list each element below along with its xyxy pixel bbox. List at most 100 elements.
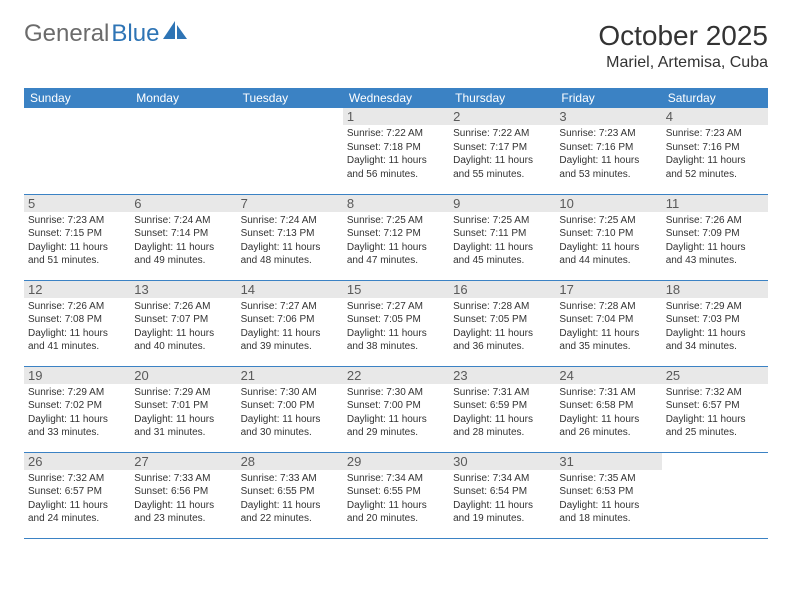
day-header-row: SundayMondayTuesdayWednesdayThursdayFrid… bbox=[24, 88, 768, 108]
calendar-body: 1 Sunrise: 7:22 AMSunset: 7:18 PMDaylight… bbox=[24, 108, 768, 538]
day-header: Saturday bbox=[662, 88, 768, 108]
calendar-cell: 15 Sunrise: 7:27 AMSunset: 7:05 PMDayligh… bbox=[343, 280, 449, 366]
day-number: 3 bbox=[555, 108, 661, 125]
day-number: 31 bbox=[555, 453, 661, 470]
day-number: 11 bbox=[662, 195, 768, 212]
day-number: 8 bbox=[343, 195, 449, 212]
calendar-cell: 5 Sunrise: 7:23 AMSunset: 7:15 PMDaylight… bbox=[24, 194, 130, 280]
day-number bbox=[130, 108, 236, 125]
calendar-head: SundayMondayTuesdayWednesdayThursdayFrid… bbox=[24, 88, 768, 108]
day-number: 29 bbox=[343, 453, 449, 470]
day-number: 16 bbox=[449, 281, 555, 298]
calendar-cell: 21 Sunrise: 7:30 AMSunset: 7:00 PMDayligh… bbox=[237, 366, 343, 452]
calendar-row: 19 Sunrise: 7:29 AMSunset: 7:02 PMDayligh… bbox=[24, 366, 768, 452]
day-details: Sunrise: 7:35 AMSunset: 6:53 PMDaylight:… bbox=[559, 472, 657, 526]
day-number: 15 bbox=[343, 281, 449, 298]
day-details: Sunrise: 7:28 AMSunset: 7:05 PMDaylight:… bbox=[453, 300, 551, 354]
day-header: Monday bbox=[130, 88, 236, 108]
day-number: 19 bbox=[24, 367, 130, 384]
calendar-cell: 9Sunrise: 7:25 AMSunset: 7:11 PMDaylight… bbox=[449, 194, 555, 280]
day-number: 12 bbox=[24, 281, 130, 298]
day-details: Sunrise: 7:30 AMSunset: 7:00 PMDaylight:… bbox=[241, 386, 339, 440]
day-header: Wednesday bbox=[343, 88, 449, 108]
day-details: Sunrise: 7:31 AMSunset: 6:58 PMDaylight:… bbox=[559, 386, 657, 440]
calendar-cell: 12 Sunrise: 7:26 AMSunset: 7:08 PMDayligh… bbox=[24, 280, 130, 366]
day-number: 6 bbox=[130, 195, 236, 212]
day-header: Sunday bbox=[24, 88, 130, 108]
day-details: Sunrise: 7:31 AMSunset: 6:59 PMDaylight:… bbox=[453, 386, 551, 440]
day-details: Sunrise: 7:25 AMSunset: 7:10 PMDaylight:… bbox=[559, 214, 657, 268]
day-details: Sunrise: 7:26 AMSunset: 7:08 PMDaylight:… bbox=[28, 300, 126, 354]
calendar-cell bbox=[662, 452, 768, 538]
day-details: Sunrise: 7:23 AMSunset: 7:15 PMDaylight:… bbox=[28, 214, 126, 268]
day-number: 28 bbox=[237, 453, 343, 470]
calendar-cell: 30Sunrise: 7:34 AMSunset: 6:54 PMDayligh… bbox=[449, 452, 555, 538]
day-number: 25 bbox=[662, 367, 768, 384]
day-number: 21 bbox=[237, 367, 343, 384]
day-details: Sunrise: 7:29 AMSunset: 7:02 PMDaylight:… bbox=[28, 386, 126, 440]
day-details: Sunrise: 7:26 AMSunset: 7:07 PMDaylight:… bbox=[134, 300, 232, 354]
calendar-cell: 24Sunrise: 7:31 AMSunset: 6:58 PMDayligh… bbox=[555, 366, 661, 452]
logo-text-gray: General bbox=[24, 20, 109, 48]
day-number bbox=[662, 453, 768, 470]
calendar-cell: 10Sunrise: 7:25 AMSunset: 7:10 PMDayligh… bbox=[555, 194, 661, 280]
calendar-cell: 20Sunrise: 7:29 AMSunset: 7:01 PMDayligh… bbox=[130, 366, 236, 452]
day-header: Thursday bbox=[449, 88, 555, 108]
day-details: Sunrise: 7:22 AMSunset: 7:18 PMDaylight:… bbox=[347, 127, 445, 181]
day-details: Sunrise: 7:33 AMSunset: 6:56 PMDaylight:… bbox=[134, 472, 232, 526]
day-details: Sunrise: 7:22 AMSunset: 7:17 PMDaylight:… bbox=[453, 127, 551, 181]
calendar-row: 1 Sunrise: 7:22 AMSunset: 7:18 PMDaylight… bbox=[24, 108, 768, 194]
calendar-cell: 16 Sunrise: 7:28 AMSunset: 7:05 PMDayligh… bbox=[449, 280, 555, 366]
calendar-cell: 27 Sunrise: 7:33 AMSunset: 6:56 PMDayligh… bbox=[130, 452, 236, 538]
calendar-row: 26 Sunrise: 7:32 AMSunset: 6:57 PMDayligh… bbox=[24, 452, 768, 538]
day-details: Sunrise: 7:34 AMSunset: 6:55 PMDaylight:… bbox=[347, 472, 445, 526]
day-number: 14 bbox=[237, 281, 343, 298]
calendar-cell: 18 Sunrise: 7:29 AMSunset: 7:03 PMDayligh… bbox=[662, 280, 768, 366]
location: Mariel, Artemisa, Cuba bbox=[598, 54, 768, 72]
day-number: 26 bbox=[24, 453, 130, 470]
calendar-cell: 29 Sunrise: 7:34 AMSunset: 6:55 PMDayligh… bbox=[343, 452, 449, 538]
day-number: 7 bbox=[237, 195, 343, 212]
day-details: Sunrise: 7:24 AMSunset: 7:14 PMDaylight:… bbox=[134, 214, 232, 268]
calendar-cell: 2 Sunrise: 7:22 AMSunset: 7:17 PMDaylight… bbox=[449, 108, 555, 194]
logo: GeneralBlue bbox=[24, 20, 187, 48]
day-number bbox=[237, 108, 343, 125]
calendar-cell: 28 Sunrise: 7:33 AMSunset: 6:55 PMDayligh… bbox=[237, 452, 343, 538]
day-details: Sunrise: 7:26 AMSunset: 7:09 PMDaylight:… bbox=[666, 214, 764, 268]
day-details: Sunrise: 7:29 AMSunset: 7:01 PMDaylight:… bbox=[134, 386, 232, 440]
day-details: Sunrise: 7:23 AMSunset: 7:16 PMDaylight:… bbox=[666, 127, 764, 181]
day-number: 4 bbox=[662, 108, 768, 125]
calendar-cell: 22Sunrise: 7:30 AMSunset: 7:00 PMDayligh… bbox=[343, 366, 449, 452]
calendar-cell: 26 Sunrise: 7:32 AMSunset: 6:57 PMDayligh… bbox=[24, 452, 130, 538]
day-header: Friday bbox=[555, 88, 661, 108]
logo-text-blue: Blue bbox=[111, 20, 159, 48]
calendar-cell: 31 Sunrise: 7:35 AMSunset: 6:53 PMDayligh… bbox=[555, 452, 661, 538]
day-details: Sunrise: 7:27 AMSunset: 7:05 PMDaylight:… bbox=[347, 300, 445, 354]
day-details: Sunrise: 7:32 AMSunset: 6:57 PMDaylight:… bbox=[28, 472, 126, 526]
day-number: 17 bbox=[555, 281, 661, 298]
day-number: 18 bbox=[662, 281, 768, 298]
day-details: Sunrise: 7:33 AMSunset: 6:55 PMDaylight:… bbox=[241, 472, 339, 526]
calendar-cell: 25 Sunrise: 7:32 AMSunset: 6:57 PMDayligh… bbox=[662, 366, 768, 452]
calendar-cell: 3Sunrise: 7:23 AMSunset: 7:16 PMDaylight… bbox=[555, 108, 661, 194]
day-number: 9 bbox=[449, 195, 555, 212]
day-details: Sunrise: 7:27 AMSunset: 7:06 PMDaylight:… bbox=[241, 300, 339, 354]
calendar-cell bbox=[237, 108, 343, 194]
calendar-cell: 11 Sunrise: 7:26 AMSunset: 7:09 PMDayligh… bbox=[662, 194, 768, 280]
calendar-cell: 7 Sunrise: 7:24 AMSunset: 7:13 PMDaylight… bbox=[237, 194, 343, 280]
calendar-row: 5 Sunrise: 7:23 AMSunset: 7:15 PMDaylight… bbox=[24, 194, 768, 280]
calendar-cell bbox=[24, 108, 130, 194]
day-number: 1 bbox=[343, 108, 449, 125]
day-number: 27 bbox=[130, 453, 236, 470]
day-number: 5 bbox=[24, 195, 130, 212]
day-details: Sunrise: 7:24 AMSunset: 7:13 PMDaylight:… bbox=[241, 214, 339, 268]
day-number: 2 bbox=[449, 108, 555, 125]
day-number: 30 bbox=[449, 453, 555, 470]
day-details: Sunrise: 7:32 AMSunset: 6:57 PMDaylight:… bbox=[666, 386, 764, 440]
calendar-cell: 19 Sunrise: 7:29 AMSunset: 7:02 PMDayligh… bbox=[24, 366, 130, 452]
day-details: Sunrise: 7:29 AMSunset: 7:03 PMDaylight:… bbox=[666, 300, 764, 354]
page-header: GeneralBlue October 2025 Mariel, Artemis… bbox=[24, 20, 768, 72]
day-number: 22 bbox=[343, 367, 449, 384]
day-details: Sunrise: 7:25 AMSunset: 7:12 PMDaylight:… bbox=[347, 214, 445, 268]
sail-icon bbox=[163, 21, 187, 41]
